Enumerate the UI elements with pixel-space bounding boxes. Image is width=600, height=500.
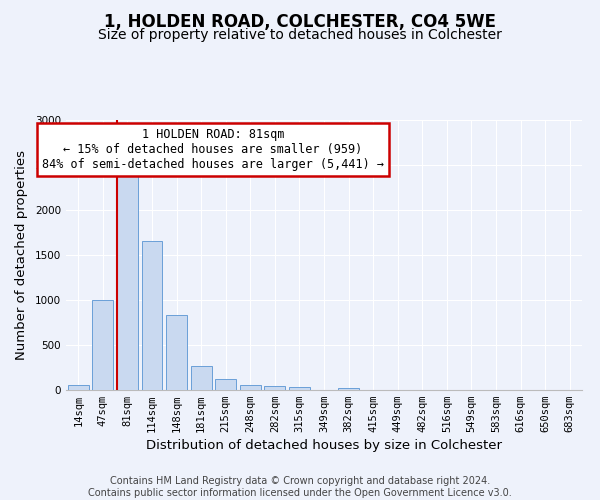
Text: 1, HOLDEN ROAD, COLCHESTER, CO4 5WE: 1, HOLDEN ROAD, COLCHESTER, CO4 5WE [104, 12, 496, 30]
Bar [68, 385, 89, 390]
Text: Size of property relative to detached houses in Colchester: Size of property relative to detached ho… [98, 28, 502, 42]
X-axis label: Distribution of detached houses by size in Colchester: Distribution of detached houses by size … [146, 440, 502, 452]
Bar [338, 388, 359, 390]
Bar [289, 388, 310, 390]
Bar [215, 379, 236, 390]
Bar [240, 385, 261, 390]
Bar [142, 240, 163, 390]
Bar [265, 386, 286, 390]
Bar [166, 316, 187, 390]
Text: Contains HM Land Registry data © Crown copyright and database right 2024.
Contai: Contains HM Land Registry data © Crown c… [88, 476, 512, 498]
Bar [191, 366, 212, 390]
Y-axis label: Number of detached properties: Number of detached properties [15, 150, 28, 360]
Bar [92, 300, 113, 390]
Bar [117, 167, 138, 390]
Text: 1 HOLDEN ROAD: 81sqm
← 15% of detached houses are smaller (959)
84% of semi-deta: 1 HOLDEN ROAD: 81sqm ← 15% of detached h… [42, 128, 384, 171]
